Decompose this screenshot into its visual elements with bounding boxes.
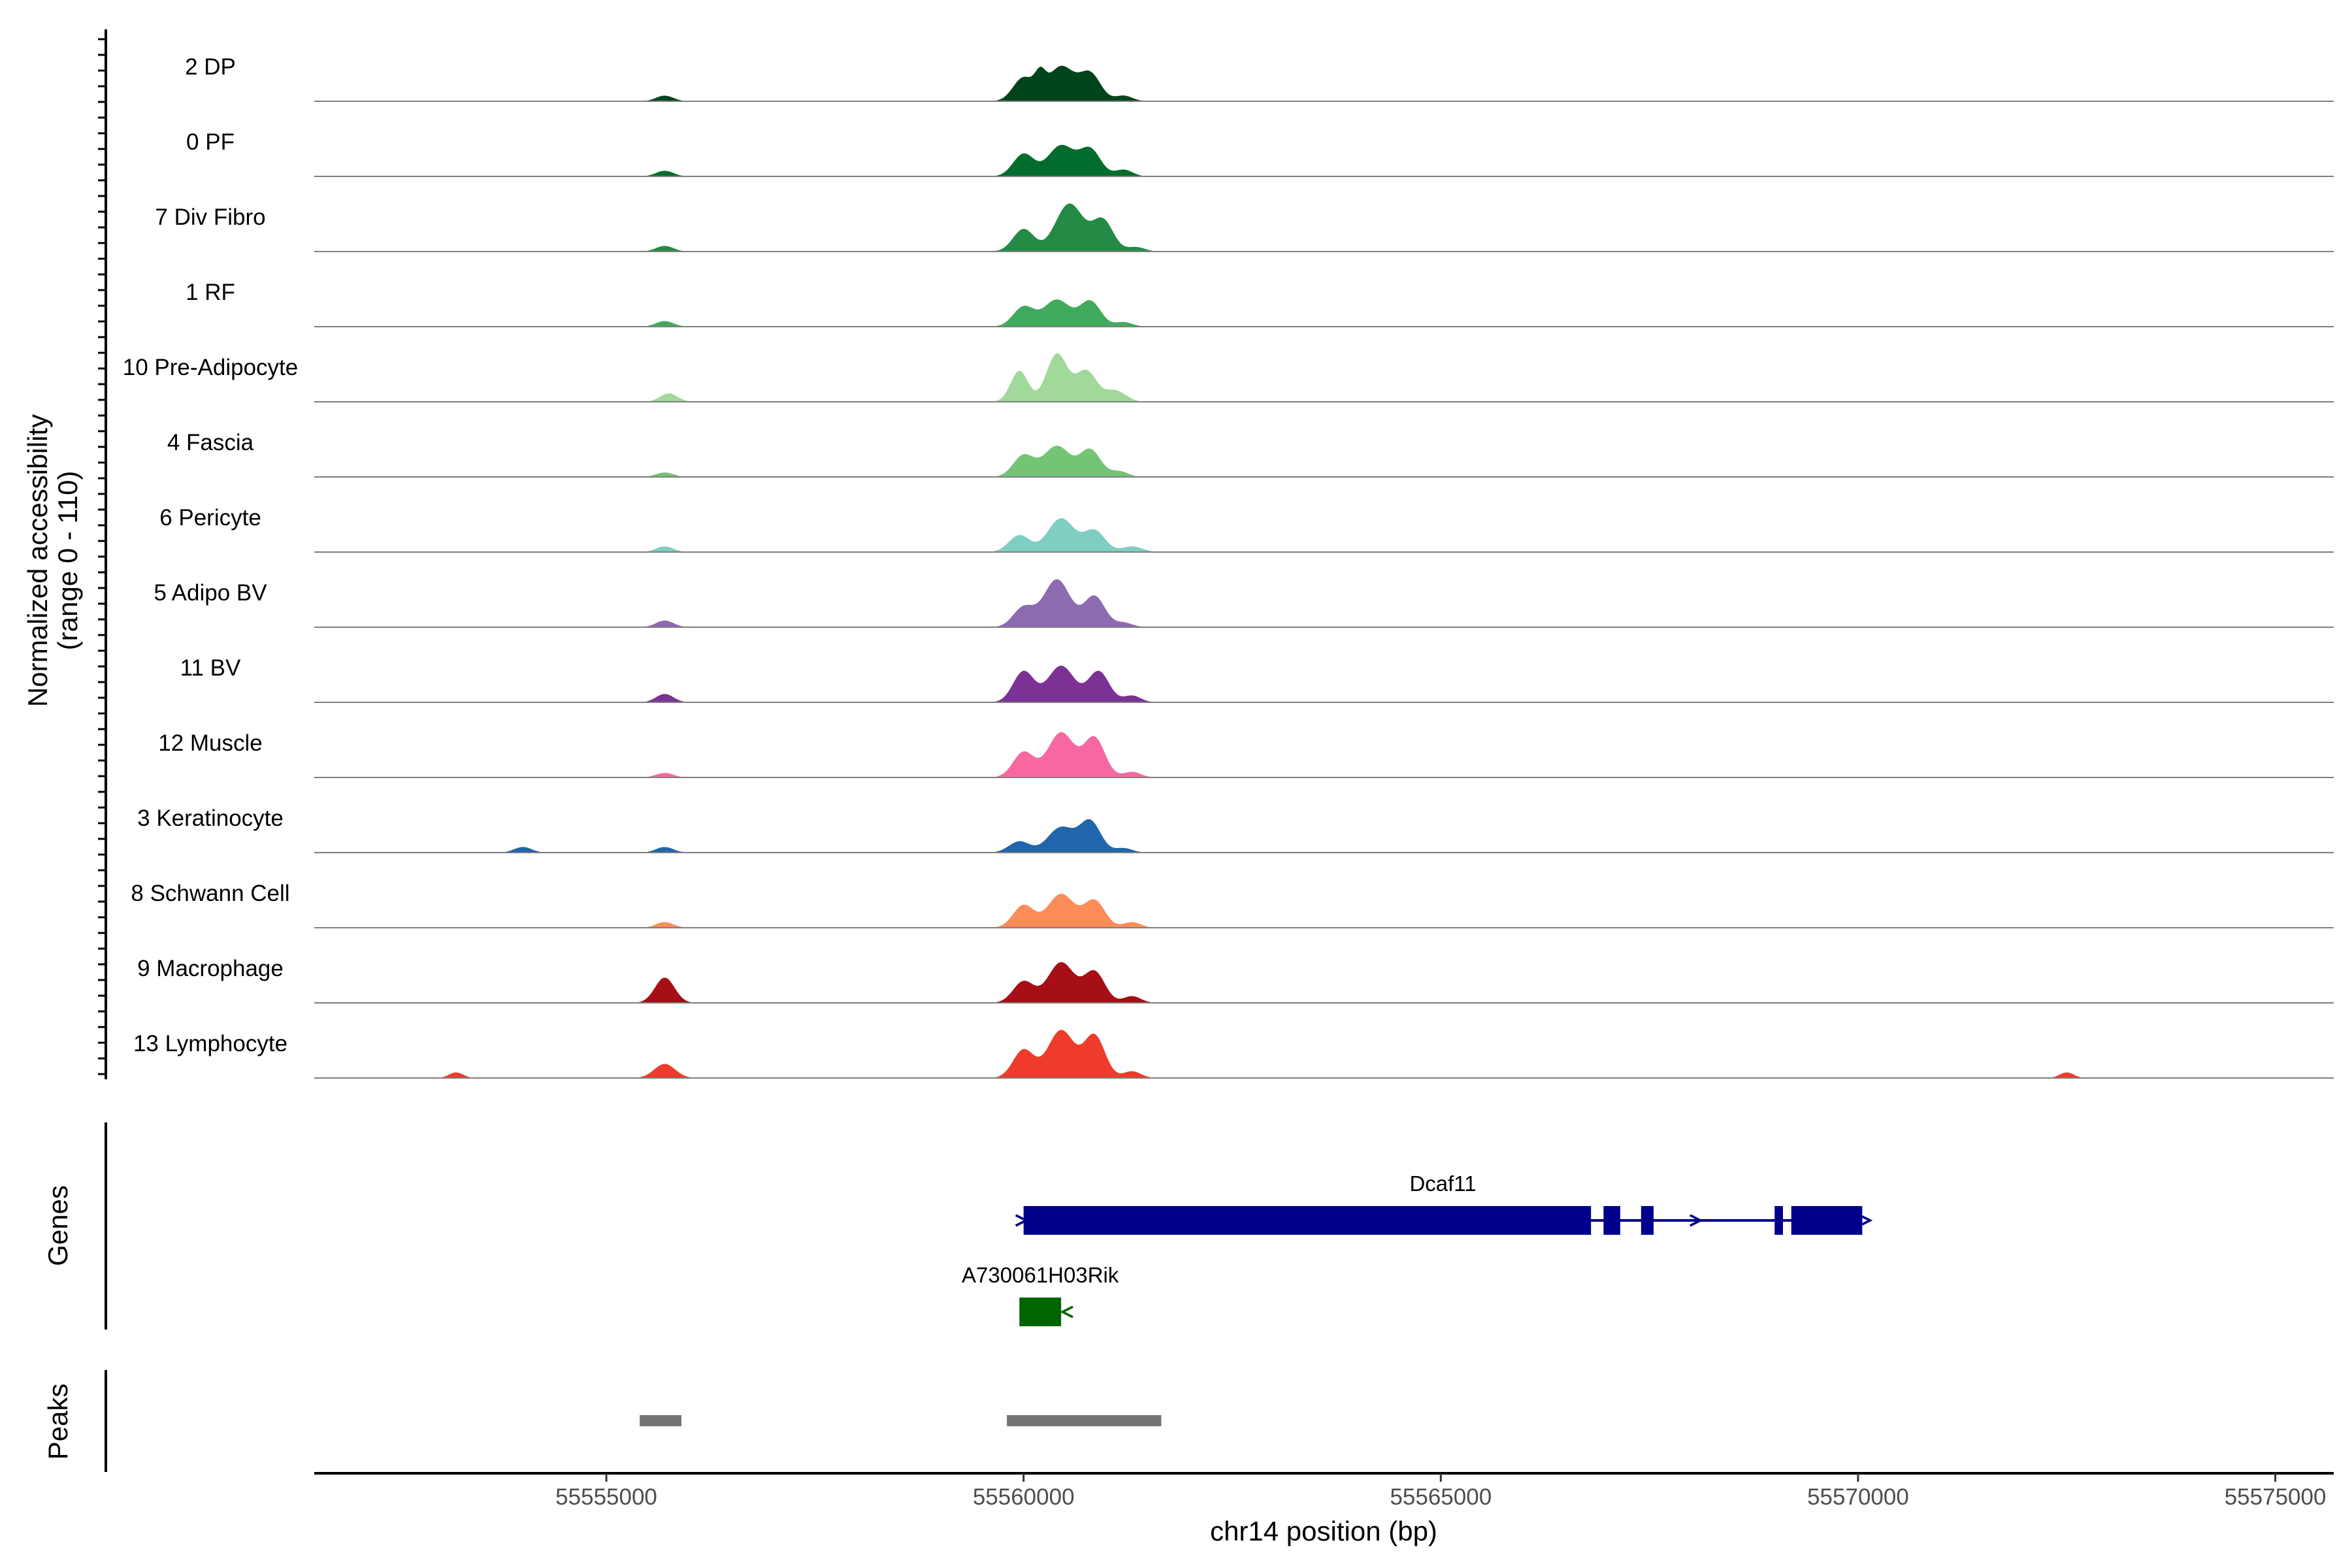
strand-arrow-icon bbox=[1060, 1305, 1073, 1318]
track-label: 1 RF bbox=[186, 280, 235, 305]
y-axis-title-line-1: Normalized accessibility bbox=[22, 414, 53, 707]
track-1-rf: 1 RF bbox=[186, 280, 2334, 327]
track-12-muscle: 12 Muscle bbox=[158, 730, 2334, 778]
x-tick-label: 55560000 bbox=[973, 1484, 1075, 1510]
peak-region bbox=[1007, 1415, 1162, 1426]
track-13-lymphocyte: 13 Lymphocyte bbox=[133, 1030, 2334, 1079]
x-tick-label: 55565000 bbox=[1390, 1484, 1492, 1510]
track-label: 10 Pre-Adipocyte bbox=[123, 355, 298, 380]
track-0-pf: 0 PF bbox=[186, 129, 2334, 177]
track-10-pre-adipocyte: 10 Pre-Adipocyte bbox=[123, 353, 2334, 402]
gene-exon bbox=[1603, 1206, 1620, 1235]
peaks-panel bbox=[640, 1415, 1162, 1426]
gene-exon bbox=[1023, 1206, 1592, 1235]
track-9-macrophage: 9 Macrophage bbox=[137, 956, 2334, 1004]
track-4-fascia: 4 Fascia bbox=[167, 430, 2334, 478]
track-6-pericyte: 6 Pericyte bbox=[159, 505, 2334, 553]
gene-label: A730061H03Rik bbox=[962, 1263, 1119, 1287]
gene-a730061h03rik: A730061H03Rik bbox=[962, 1263, 1119, 1326]
y-axis-title: Normalized accessibility (range 0 - 110) bbox=[22, 414, 83, 707]
gene-dcaf11: Dcaf11 bbox=[1015, 1171, 1873, 1235]
track-label: 0 PF bbox=[186, 129, 235, 155]
coverage-panel: 2 DP 0 PF 7 Div Fibro 1 RF 10 Pre-Adipocyte 4… bbox=[98, 29, 2334, 1079]
genes-panel: Dcaf11 A730061H03Rik bbox=[962, 1171, 1873, 1326]
track-label: 12 Muscle bbox=[158, 730, 263, 756]
track-label: 9 Macrophage bbox=[137, 956, 284, 981]
coverage-area bbox=[314, 819, 2334, 853]
gene-label: Dcaf11 bbox=[1409, 1171, 1476, 1196]
x-axis-ticks: 55555000 55560000 55565000 55570000 55575000 bbox=[555, 1473, 2326, 1510]
track-label: 8 Schwann Cell bbox=[131, 881, 289, 906]
peak-region bbox=[640, 1415, 681, 1426]
track-5-adipo-bv: 5 Adipo BV bbox=[154, 579, 2334, 628]
gene-exon bbox=[1791, 1206, 1863, 1235]
track-label: 3 Keratinocyte bbox=[137, 806, 284, 831]
strand-arrow-icon bbox=[1859, 1214, 1873, 1227]
x-tick-label: 55570000 bbox=[1807, 1484, 1909, 1510]
track-label: 2 DP bbox=[185, 54, 236, 80]
track-label: 13 Lymphocyte bbox=[133, 1031, 287, 1056]
track-11-bv: 11 BV bbox=[180, 655, 2334, 703]
track-label: 5 Adipo BV bbox=[154, 580, 267, 606]
x-tick-label: 55555000 bbox=[555, 1484, 657, 1510]
x-tick-label: 55575000 bbox=[2225, 1484, 2327, 1510]
track-label: 7 Div Fibro bbox=[155, 204, 265, 230]
track-2-dp: 2 DP bbox=[185, 54, 2334, 102]
track-8-schwann-cell: 8 Schwann Cell bbox=[131, 881, 2334, 928]
x-axis-title: chr14 position (bp) bbox=[1210, 1516, 1437, 1546]
gene-exon bbox=[1641, 1206, 1654, 1235]
y-axis-title-line-2: (range 0 - 110) bbox=[52, 471, 83, 651]
strand-arrow-icon bbox=[1015, 1214, 1029, 1227]
gene-exon bbox=[1774, 1206, 1783, 1235]
track-7-div-fibro: 7 Div Fibro bbox=[155, 203, 2334, 252]
track-label: 6 Pericyte bbox=[159, 505, 261, 531]
gene-exon bbox=[1019, 1298, 1062, 1326]
track-label: 11 BV bbox=[180, 655, 241, 681]
strand-arrow-icon bbox=[1690, 1214, 1703, 1227]
track-3-keratinocyte: 3 Keratinocyte bbox=[137, 806, 2334, 853]
track-label: 4 Fascia bbox=[167, 430, 254, 455]
genes-panel-title: Genes bbox=[42, 1185, 73, 1266]
peaks-panel-title: Peaks bbox=[42, 1384, 73, 1460]
